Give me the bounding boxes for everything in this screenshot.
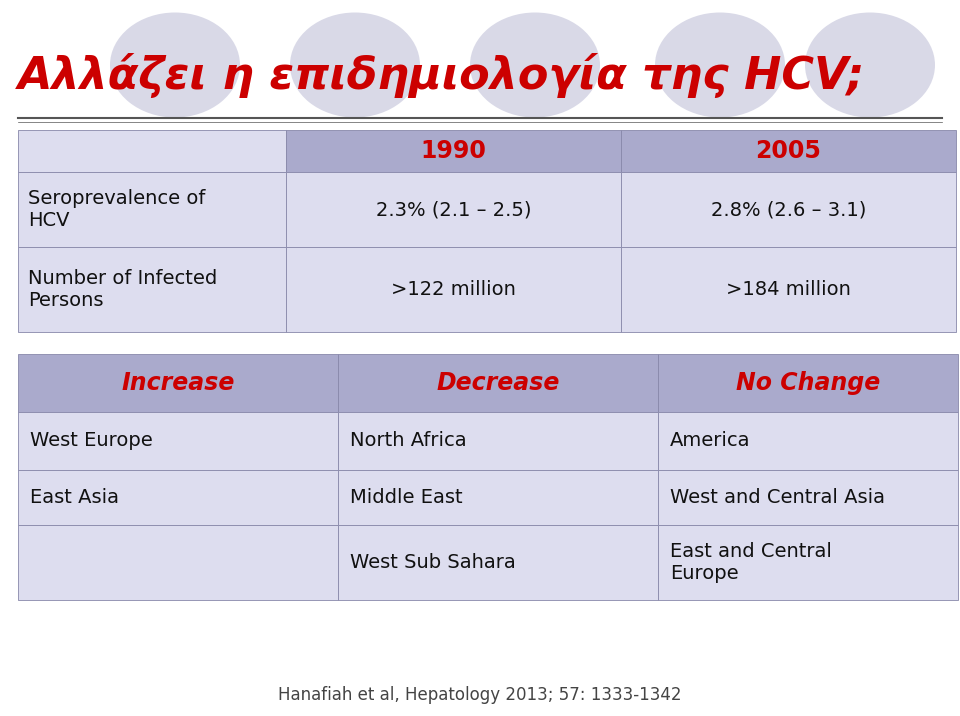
Bar	[338, 525, 658, 600]
Ellipse shape	[470, 12, 600, 117]
Bar	[338, 412, 658, 470]
Bar	[658, 412, 958, 470]
Ellipse shape	[290, 12, 420, 117]
Bar	[18, 354, 338, 412]
Ellipse shape	[805, 12, 935, 117]
Text: Increase: Increase	[121, 371, 234, 395]
Bar	[621, 172, 956, 247]
Text: No Change: No Change	[736, 371, 880, 395]
Text: Number of Infected
Persons: Number of Infected Persons	[28, 269, 217, 310]
Text: Hanafiah et al, Hepatology 2013; 57: 1333-1342: Hanafiah et al, Hepatology 2013; 57: 133…	[278, 686, 682, 704]
Text: America: America	[670, 432, 751, 450]
Text: Middle East: Middle East	[350, 488, 463, 507]
Bar	[658, 470, 958, 525]
Bar	[18, 470, 338, 525]
Bar	[286, 130, 621, 172]
Text: West and Central Asia: West and Central Asia	[670, 488, 885, 507]
Bar	[658, 354, 958, 412]
Text: East Asia: East Asia	[30, 488, 119, 507]
Text: Seroprevalence of
HCV: Seroprevalence of HCV	[28, 189, 205, 230]
Text: Decrease: Decrease	[436, 371, 560, 395]
Ellipse shape	[655, 12, 785, 117]
Bar	[18, 130, 286, 172]
Bar	[621, 130, 956, 172]
Text: 2.8% (2.6 – 3.1): 2.8% (2.6 – 3.1)	[710, 200, 866, 219]
Ellipse shape	[110, 12, 240, 117]
Text: >184 million: >184 million	[726, 280, 851, 299]
Bar	[18, 247, 286, 332]
Text: West Europe: West Europe	[30, 432, 153, 450]
Text: 2.3% (2.1 – 2.5): 2.3% (2.1 – 2.5)	[375, 200, 531, 219]
Bar	[338, 354, 658, 412]
Bar	[286, 247, 621, 332]
Bar	[286, 172, 621, 247]
Text: >122 million: >122 million	[391, 280, 516, 299]
Bar	[658, 525, 958, 600]
Text: East and Central
Europe: East and Central Europe	[670, 542, 832, 583]
Text: Αλλάζει η επιδημιολογία της HCV;: Αλλάζει η επιδημιολογία της HCV;	[18, 52, 865, 97]
Text: West Sub Sahara: West Sub Sahara	[350, 553, 516, 572]
Bar	[18, 172, 286, 247]
Text: 2005: 2005	[756, 139, 822, 163]
Bar	[18, 412, 338, 470]
Bar	[18, 525, 338, 600]
Text: North Africa: North Africa	[350, 432, 467, 450]
Bar	[621, 247, 956, 332]
Bar	[338, 470, 658, 525]
Text: 1990: 1990	[420, 139, 487, 163]
